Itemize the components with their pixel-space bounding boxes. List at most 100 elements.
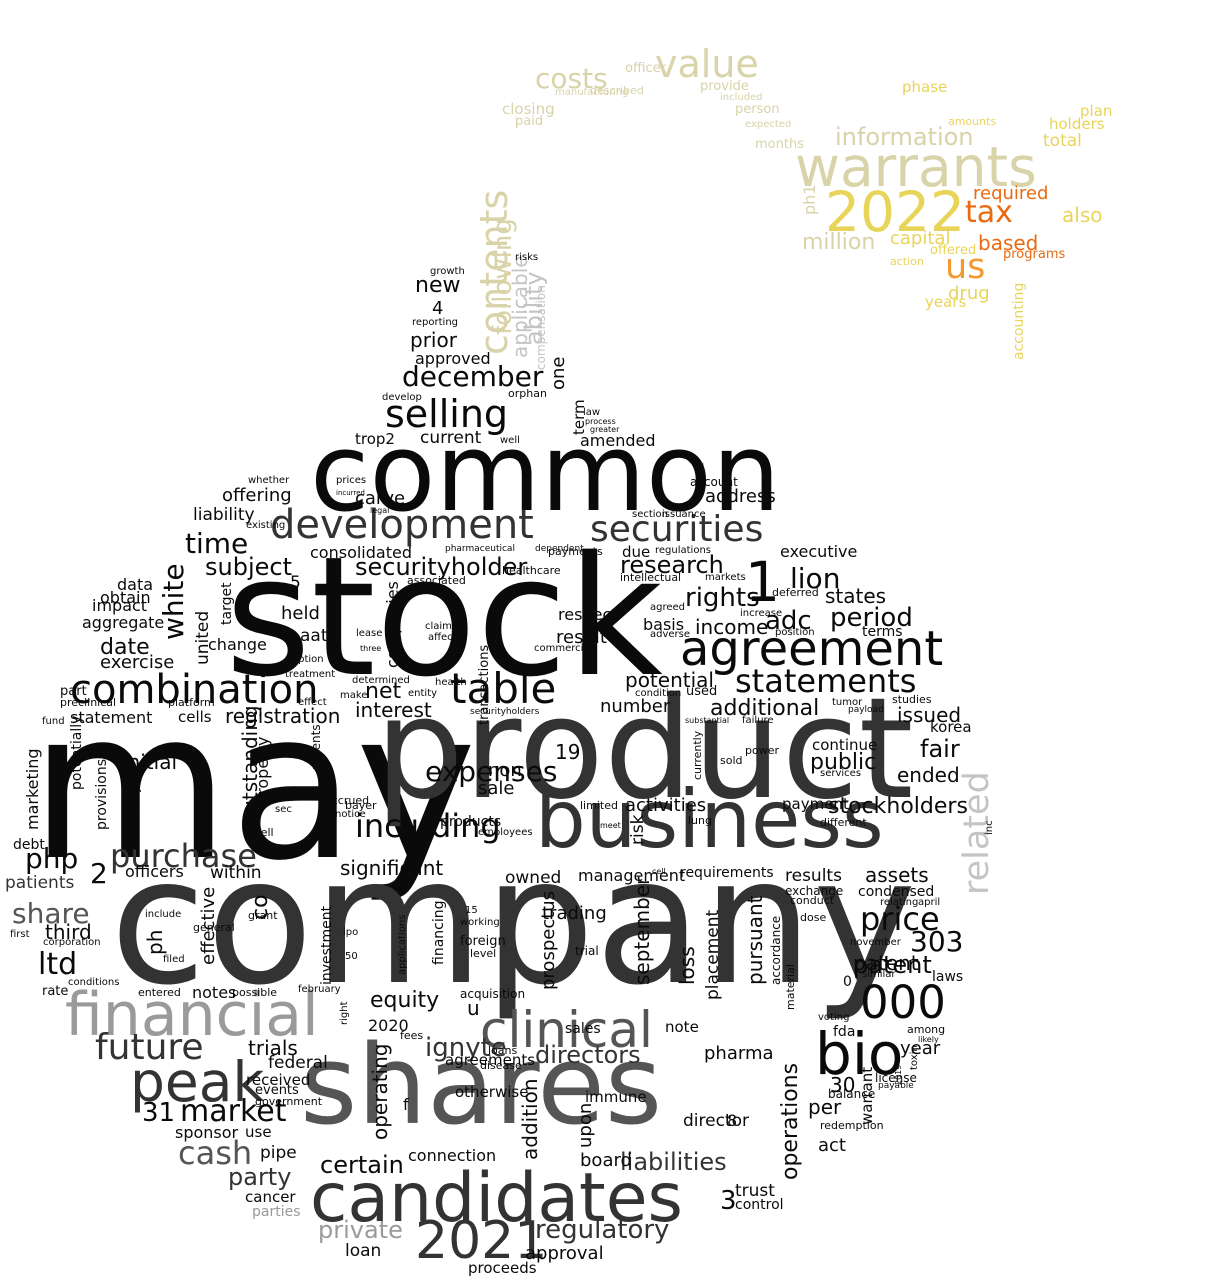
word-cloud-word: events: [255, 1083, 299, 1098]
word-cloud-word: three: [360, 644, 382, 653]
word-cloud-word: ipo: [343, 927, 359, 938]
word-cloud-word: purchase: [110, 837, 257, 875]
word-cloud-word: tumor: [832, 697, 863, 708]
word-cloud-word: million: [802, 230, 876, 255]
word-cloud-word: data: [117, 575, 154, 594]
word-cloud-word: well: [500, 435, 520, 446]
word-cloud-word: us: [945, 247, 986, 287]
word-cloud-word: expected: [745, 119, 792, 130]
word-cloud-word: assets: [865, 863, 929, 887]
word-cloud-word: ignyte: [425, 1033, 507, 1063]
word-cloud-word: notice: [335, 809, 366, 820]
word-cloud-word: government: [255, 1095, 323, 1108]
word-cloud-word: among: [907, 1023, 946, 1036]
word-cloud-word: marketing: [23, 748, 42, 830]
word-cloud-word: securities: [590, 509, 764, 550]
word-cloud-word: potentially: [69, 715, 85, 790]
word-cloud-word: time: [185, 527, 249, 560]
word-cloud-word: 0: [843, 974, 852, 990]
word-cloud-word: law: [583, 407, 601, 418]
word-cloud-word: non: [488, 760, 522, 781]
word-cloud-word: loan: [345, 1241, 382, 1261]
word-cloud-word: price: [860, 900, 940, 938]
word-cloud-word: officers: [125, 862, 184, 881]
word-cloud-word: programs: [1003, 247, 1066, 262]
word-cloud-word: proceeds: [468, 1259, 537, 1277]
word-cloud-word: sec: [275, 804, 292, 815]
word-cloud-word: warrants: [795, 135, 1037, 199]
word-cloud-word: 000: [860, 976, 946, 1029]
word-cloud-word: expenses: [425, 755, 558, 788]
word-cloud-word: drug: [948, 283, 990, 304]
word-cloud-word: within: [210, 863, 262, 883]
word-cloud-word: income: [695, 615, 769, 639]
word-cloud-word: 2020: [368, 1016, 409, 1035]
word-cloud-word: included: [720, 92, 763, 103]
word-cloud-word: limited: [580, 799, 618, 812]
word-cloud-word: pharma: [704, 1043, 774, 1064]
word-cloud-word: prior: [410, 328, 457, 352]
word-cloud-word: voting: [818, 1012, 850, 1023]
word-cloud-word: adc: [765, 606, 812, 636]
word-cloud-word: paid: [515, 114, 544, 129]
word-cloud-word: initial: [122, 750, 177, 774]
word-cloud-word: statement: [70, 708, 153, 727]
word-cloud-word: payload: [848, 705, 884, 715]
word-cloud-word: trust: [735, 1181, 775, 1201]
word-cloud-word: officer: [625, 61, 667, 76]
word-cloud-word: different: [820, 816, 867, 829]
word-cloud-word: growth: [430, 266, 465, 277]
word-cloud-word: continue: [812, 736, 878, 754]
word-cloud-word: issued: [897, 703, 962, 727]
word-cloud-word: connection: [408, 1146, 497, 1165]
word-cloud-word: similar: [862, 969, 896, 980]
word-cloud-word: approved: [415, 349, 491, 368]
word-cloud-word: held: [281, 603, 320, 624]
word-cloud-word: note: [665, 1018, 699, 1036]
word-cloud-word: holders: [1049, 115, 1105, 133]
word-cloud-word: stockholders: [828, 794, 968, 819]
word-cloud-word: condensed: [858, 884, 935, 900]
word-cloud-word: value: [655, 42, 759, 86]
word-cloud-word: trial: [575, 944, 599, 958]
word-cloud-word: commercial: [534, 643, 593, 654]
word-cloud-word: intellectual: [620, 571, 682, 584]
word-cloud-word: 30: [830, 1073, 856, 1097]
word-cloud-word: health: [435, 677, 467, 688]
word-cloud-word: healthcare: [502, 564, 561, 577]
word-cloud-word: approval: [525, 1243, 604, 1264]
word-cloud-word: markets: [705, 572, 746, 583]
word-cloud-word: payable: [878, 1081, 914, 1091]
word-cloud-word: studies: [892, 693, 932, 706]
word-cloud-word: lease: [356, 628, 383, 639]
word-cloud-word: adverse: [650, 629, 691, 640]
word-cloud-word: activities: [625, 795, 707, 816]
word-cloud-word: trials: [248, 1036, 298, 1060]
word-cloud-word: action: [890, 255, 924, 268]
word-cloud-word: 19: [555, 740, 581, 764]
word-cloud-word: issuance: [662, 509, 706, 520]
word-cloud-word: payment: [782, 795, 849, 813]
word-cloud-word: conduct: [790, 894, 835, 907]
word-cloud-word: reporting: [412, 317, 459, 328]
word-cloud-word: relating: [880, 897, 919, 908]
word-cloud-word: 15: [465, 905, 478, 916]
word-cloud-word: required: [973, 183, 1049, 204]
word-cloud-word: meet: [600, 821, 621, 830]
word-cloud-word: accounting: [1011, 282, 1027, 360]
word-cloud-word: loans: [488, 1044, 518, 1057]
word-cloud-word: product: [375, 668, 914, 831]
word-cloud-word: owned: [505, 868, 562, 888]
word-cloud-word: future: [95, 1027, 204, 1068]
word-cloud-word: year: [900, 1038, 941, 1059]
word-cloud-word: provisions: [94, 759, 110, 830]
word-cloud-word: pipe: [260, 1143, 297, 1163]
word-cloud-word: consolidated: [310, 543, 412, 562]
word-cloud-word: tax: [965, 195, 1013, 230]
word-cloud-word: first: [10, 929, 30, 940]
word-cloud-word: regulations: [655, 545, 712, 556]
word-cloud-word: financing: [431, 900, 447, 966]
word-cloud-word: u: [467, 996, 480, 1020]
word-cloud-word: one: [548, 356, 569, 391]
word-cloud-word: deferred: [772, 586, 819, 599]
